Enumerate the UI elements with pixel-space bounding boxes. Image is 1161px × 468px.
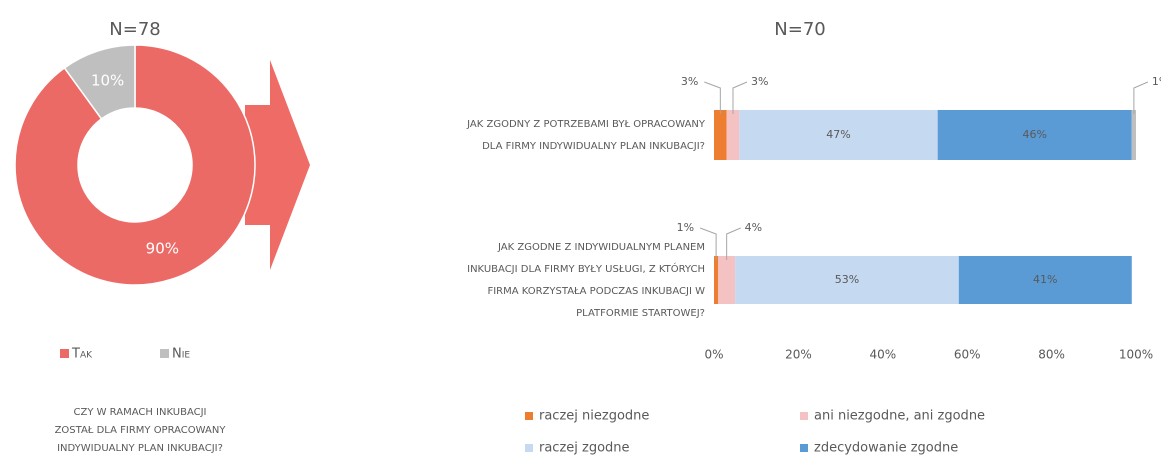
- x-tick-label: 100%: [1119, 348, 1153, 362]
- data-label: 3%: [751, 75, 768, 88]
- legend-label: ani niezgodne, ani zgodne: [814, 409, 985, 424]
- donut-slice: [14, 44, 256, 286]
- legend-label: raczej niezgodne: [539, 409, 649, 424]
- legend-label: Tak: [71, 347, 93, 362]
- data-label: 41%: [1033, 273, 1057, 286]
- bar-segment: [958, 256, 1132, 304]
- x-tick-label: 60%: [954, 348, 981, 362]
- leader-line: [726, 227, 741, 260]
- leader-line: [732, 81, 748, 114]
- bar-segment: [739, 110, 938, 160]
- category-label: PLATFORMIE STARTOWEJ?: [576, 308, 705, 319]
- data-label: 3%: [681, 75, 698, 88]
- question: ZOSTAŁ DLA FIRMY OPRACOWANY: [55, 425, 227, 436]
- category-label: INKUBACJI DLA FIRMY BYŁY USŁUGI, Z KTÓRY…: [467, 262, 705, 275]
- data-label: 1%: [677, 221, 694, 234]
- legend-swatch: [525, 412, 533, 420]
- bar-segment: [714, 110, 727, 160]
- bar-segment: [937, 110, 1132, 160]
- leader-line: [699, 227, 717, 260]
- legend-label: Nie: [172, 347, 190, 362]
- legend-swatch: [60, 349, 69, 358]
- donut-slice: [63, 44, 136, 120]
- bar-segment: [1131, 110, 1136, 160]
- x-tick-label: 80%: [1038, 348, 1065, 362]
- question: CZY W RAMACH INKUBACJI: [74, 407, 207, 418]
- category-label: JAK ZGODNY Z POTRZEBAMI BYŁ OPRACOWANY: [466, 119, 706, 130]
- x-tick-label: 0%: [704, 348, 723, 362]
- legend-swatch: [525, 444, 533, 452]
- data-label: 90%: [146, 240, 179, 258]
- category-label: JAK ZGODNE Z INDYWIDUALNYM PLANEM: [497, 242, 705, 253]
- question: INDYWIDUALNY PLAN INKUBACJI?: [57, 443, 223, 454]
- data-label: 1%: [1152, 75, 1161, 88]
- legend-label: raczej zgodne: [539, 441, 630, 456]
- legend-swatch: [800, 412, 808, 420]
- bar-segment: [714, 256, 719, 304]
- legend-label: zdecydowanie zgodne: [814, 441, 958, 456]
- legend-swatch: [800, 444, 808, 452]
- data-label: 47%: [826, 128, 850, 141]
- arrow: [245, 60, 310, 270]
- data-label: 10%: [91, 71, 124, 89]
- chart-title: N=78: [109, 19, 160, 40]
- leader-line: [704, 81, 721, 114]
- category-label: FIRMA KORZYSTAŁA PODCZAS INKUBACJI W: [487, 286, 705, 297]
- leader-line: [1133, 81, 1149, 114]
- data-label: 53%: [835, 273, 859, 286]
- bar-segment: [735, 256, 959, 304]
- x-tick-label: 40%: [869, 348, 896, 362]
- data-label: 4%: [745, 221, 762, 234]
- bar-segment: [726, 110, 740, 160]
- category-label: DLA FIRMY INDYWIDUALNY PLAN INKUBACJI?: [482, 141, 705, 152]
- data-label: 46%: [1022, 128, 1046, 141]
- bar-segment: [718, 256, 736, 304]
- x-tick-label: 20%: [785, 348, 812, 362]
- legend-swatch: [160, 349, 169, 358]
- chart-title: N=70: [774, 19, 825, 40]
